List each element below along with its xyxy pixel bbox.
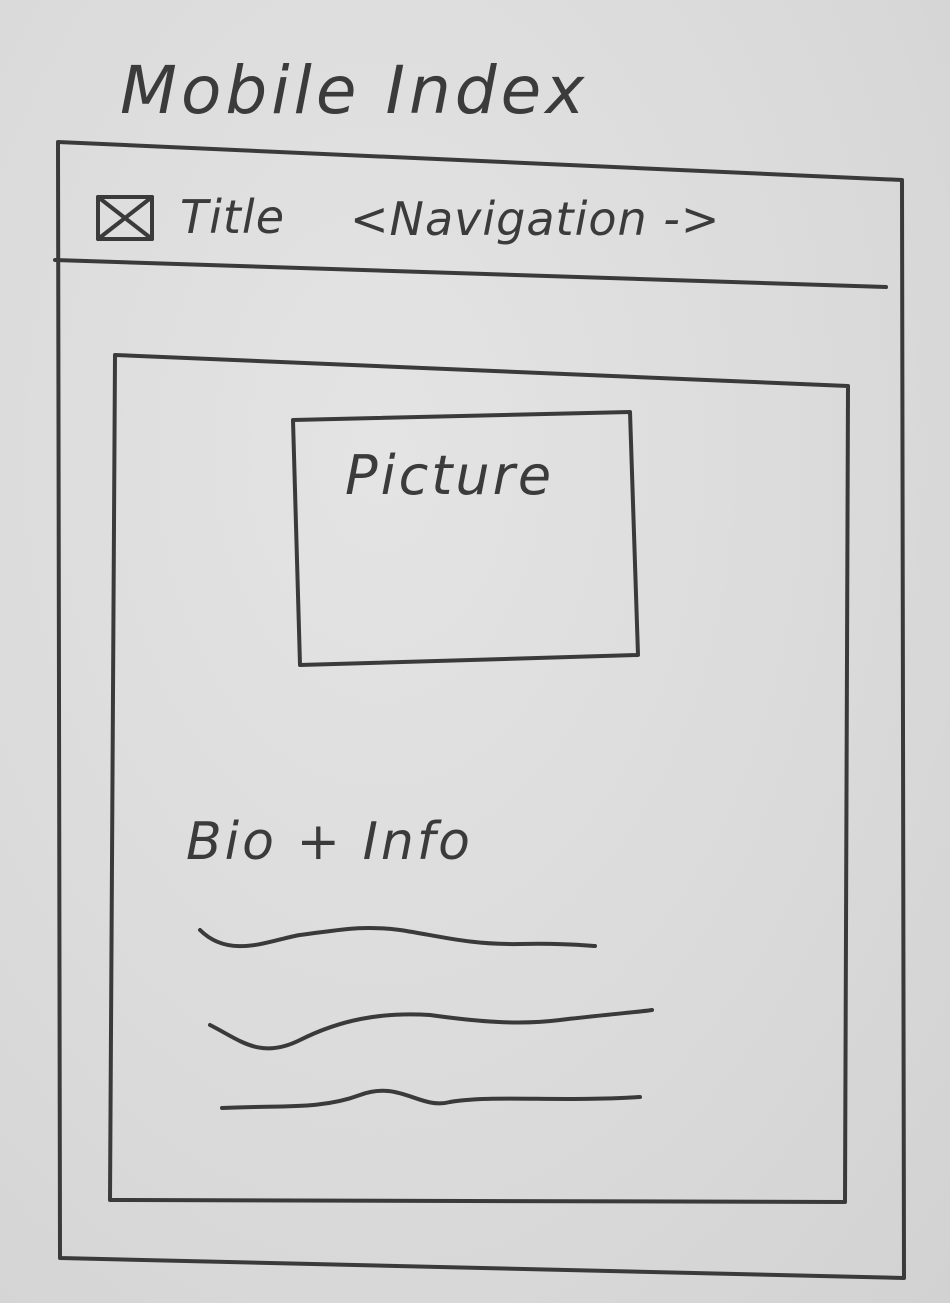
image-placeholder-icon xyxy=(96,195,154,241)
page-title: Mobile Index xyxy=(120,52,589,129)
picture-box xyxy=(291,410,640,667)
header-divider xyxy=(53,258,888,289)
text-line-3 xyxy=(220,1088,642,1110)
content-box xyxy=(108,353,850,1204)
text-line-1 xyxy=(198,925,597,949)
text-line-2 xyxy=(208,1008,654,1051)
header-title[interactable]: Title xyxy=(180,190,285,244)
picture-label: Picture xyxy=(345,444,555,507)
bio-heading: Bio + Info xyxy=(186,812,473,872)
phone-frame xyxy=(56,140,906,1280)
header-navigation[interactable]: <Navigation -> xyxy=(350,192,721,246)
